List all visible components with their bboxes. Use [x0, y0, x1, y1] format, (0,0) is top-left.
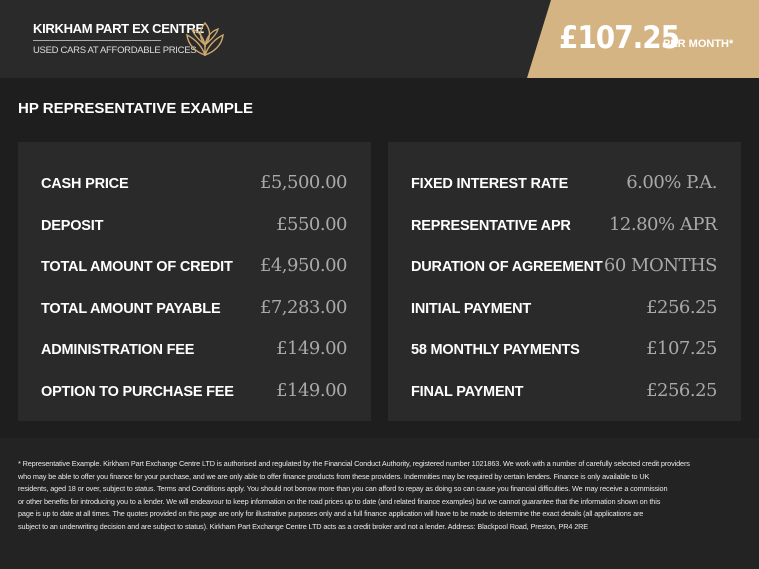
row-value: £256.25: [646, 379, 717, 401]
disclaimer-line: residents, aged 18 or over, subject to s…: [18, 484, 668, 494]
footer: * Representative Example. Kirkham Part E…: [0, 438, 759, 569]
row-label: ADMINISTRATION FEE: [41, 342, 195, 358]
row-value: £107.25: [646, 338, 717, 359]
monthly-price: £107.25: [559, 20, 680, 56]
row-value: £149.00: [276, 379, 347, 401]
row-label: 58 MONTHLY PAYMENTS: [411, 342, 580, 358]
row-value: 60 MONTHS: [603, 255, 718, 276]
row-label: FIXED INTEREST RATE: [411, 176, 569, 192]
row-label: CASH PRICE: [41, 176, 129, 192]
row-label: DURATION OF AGREEMENT: [411, 259, 603, 275]
finance-row: FIXED INTEREST RATE 6.00% P.A.: [411, 172, 717, 193]
row-value: 6.00% P.A.: [626, 172, 717, 193]
disclaimer: * Representative Example. Kirkham Part E…: [18, 458, 714, 534]
row-value: £149.00: [276, 338, 347, 359]
finance-panel-left: CASH PRICE £5,500.00 DEPOSIT £550.00 TOTAL A…: [18, 142, 371, 421]
row-label: FINAL PAYMENT: [411, 383, 524, 400]
brand-divider: [33, 40, 161, 41]
row-label: INITIAL PAYMENT: [411, 300, 531, 317]
row-label: TOTAL AMOUNT OF CREDIT: [41, 259, 233, 275]
per-month-label: PER MONTH*: [663, 38, 734, 50]
brand[interactable]: KIRKHAM PART EX CENTRE USED CARS AT AFFO…: [33, 21, 204, 56]
disclaimer-line: who may be able to offer you finance for…: [18, 471, 650, 481]
brand-tagline: USED CARS AT AFFORDABLE PRICES: [33, 45, 197, 56]
finance-panel-right: FIXED INTEREST RATE 6.00% P.A. REPRESENTAT…: [388, 142, 741, 421]
finance-row: TOTAL AMOUNT PAYABLE £7,283.00: [41, 296, 348, 318]
disclaimer-line: or other benefits for introducing you to…: [18, 496, 661, 506]
row-label: TOTAL AMOUNT PAYABLE: [41, 300, 221, 317]
finance-row: ADMINISTRATION FEE £149.00: [41, 338, 347, 359]
finance-row: 58 MONTHLY PAYMENTS £107.25: [411, 338, 717, 359]
finance-row: FINAL PAYMENT £256.25: [411, 379, 717, 401]
header: KIRKHAM PART EX CENTRE USED CARS AT AFFO…: [0, 0, 759, 78]
row-value: 12.80% APR: [608, 213, 718, 235]
row-value: £256.25: [646, 296, 717, 318]
row-label: DEPOSIT: [41, 217, 104, 234]
finance-row: INITIAL PAYMENT £256.25: [411, 296, 717, 318]
finance-row: REPRESENTATIVE APR 12.80% APR: [411, 213, 718, 235]
row-value: £4,950.00: [259, 255, 348, 276]
row-value: £550.00: [276, 213, 347, 235]
lotus-icon: [186, 21, 224, 57]
row-label: REPRESENTATIVE APR: [411, 217, 571, 234]
disclaimer-line: * Representative Example. Kirkham Part E…: [18, 459, 690, 468]
finance-row: DURATION OF AGREEMENT 60 MONTHS: [411, 255, 718, 276]
disclaimer-line: page is up to date at all times. The quo…: [18, 509, 644, 519]
row-value: £7,283.00: [259, 296, 348, 318]
page-title: HP REPRESENTATIVE EXAMPLE: [18, 100, 254, 117]
finance-row: TOTAL AMOUNT OF CREDIT £4,950.00: [41, 255, 348, 276]
row-label: OPTION TO PURCHASE FEE: [41, 383, 234, 400]
finance-row: OPTION TO PURCHASE FEE £149.00: [41, 379, 347, 401]
disclaimer-line: subject to an underwriting decision and …: [18, 521, 589, 531]
finance-row: DEPOSIT £550.00: [41, 213, 347, 235]
row-value: £5,500.00: [259, 172, 348, 193]
price-banner: [527, 0, 759, 78]
brand-name: KIRKHAM PART EX CENTRE: [33, 21, 204, 36]
finance-row: CASH PRICE £5,500.00: [41, 172, 348, 193]
